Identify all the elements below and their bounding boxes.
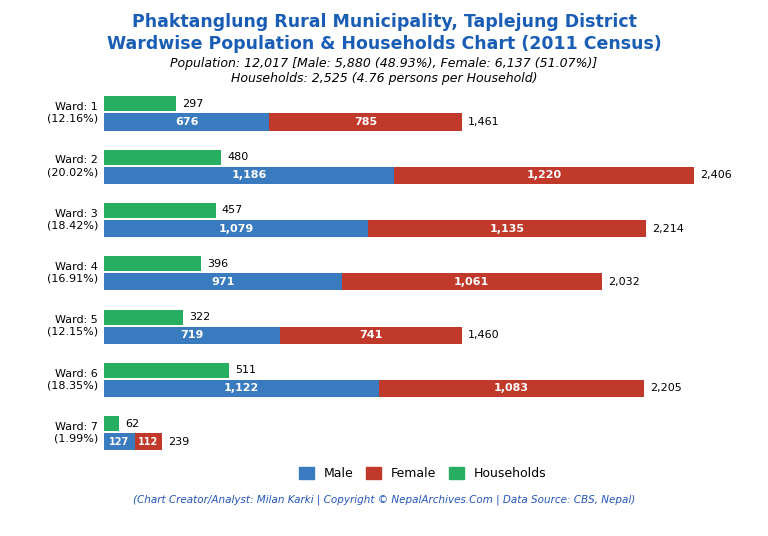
Text: 741: 741 bbox=[359, 330, 382, 340]
Text: 112: 112 bbox=[138, 437, 159, 447]
Bar bbox=[104, 380, 379, 397]
Text: 396: 396 bbox=[207, 259, 228, 269]
Text: 511: 511 bbox=[235, 366, 256, 375]
Bar bbox=[104, 114, 270, 131]
Text: 239: 239 bbox=[168, 437, 190, 447]
Text: 1,461: 1,461 bbox=[468, 117, 500, 127]
Bar bbox=[104, 363, 229, 378]
Text: Wardwise Population & Households Chart (2011 Census): Wardwise Population & Households Chart (… bbox=[107, 35, 661, 53]
Bar bbox=[104, 310, 183, 324]
Bar bbox=[104, 203, 216, 218]
Bar bbox=[342, 273, 602, 291]
Text: 2,032: 2,032 bbox=[608, 277, 640, 287]
Bar bbox=[379, 380, 644, 397]
Bar bbox=[135, 433, 162, 450]
Bar bbox=[104, 273, 342, 291]
Text: 62: 62 bbox=[125, 419, 139, 429]
Text: 785: 785 bbox=[354, 117, 377, 127]
Bar bbox=[104, 96, 177, 111]
Text: 2,205: 2,205 bbox=[650, 383, 682, 393]
Text: 457: 457 bbox=[222, 205, 243, 215]
Bar bbox=[104, 220, 368, 237]
Bar bbox=[104, 326, 280, 344]
Bar bbox=[395, 167, 694, 184]
Text: 971: 971 bbox=[211, 277, 234, 287]
Text: 1,220: 1,220 bbox=[526, 170, 561, 180]
Bar bbox=[104, 167, 395, 184]
Bar bbox=[368, 220, 647, 237]
Bar bbox=[280, 326, 462, 344]
Text: 2,214: 2,214 bbox=[653, 224, 684, 234]
Text: 297: 297 bbox=[183, 99, 204, 109]
Text: 1,460: 1,460 bbox=[468, 330, 499, 340]
Bar bbox=[104, 256, 200, 271]
Text: Phaktanglung Rural Municipality, Taplejung District: Phaktanglung Rural Municipality, Tapleju… bbox=[131, 13, 637, 32]
Text: 127: 127 bbox=[109, 437, 129, 447]
Text: 1,186: 1,186 bbox=[231, 170, 266, 180]
Text: 2,406: 2,406 bbox=[700, 170, 731, 180]
Text: Households: 2,525 (4.76 persons per Household): Households: 2,525 (4.76 persons per Hous… bbox=[230, 72, 538, 85]
Text: 676: 676 bbox=[175, 117, 198, 127]
Text: 322: 322 bbox=[189, 312, 210, 322]
Text: 719: 719 bbox=[180, 330, 204, 340]
Bar bbox=[270, 114, 462, 131]
Bar bbox=[104, 433, 135, 450]
Text: 1,135: 1,135 bbox=[490, 224, 525, 234]
Text: 480: 480 bbox=[227, 152, 249, 162]
Text: Population: 12,017 [Male: 5,880 (48.93%), Female: 6,137 (51.07%)]: Population: 12,017 [Male: 5,880 (48.93%)… bbox=[170, 57, 598, 70]
Legend: Male, Female, Households: Male, Female, Households bbox=[293, 463, 551, 485]
Bar bbox=[104, 416, 119, 431]
Text: 1,122: 1,122 bbox=[223, 383, 259, 393]
Bar bbox=[104, 150, 221, 165]
Text: 1,083: 1,083 bbox=[494, 383, 529, 393]
Text: 1,061: 1,061 bbox=[454, 277, 489, 287]
Text: (Chart Creator/Analyst: Milan Karki | Copyright © NepalArchives.Com | Data Sourc: (Chart Creator/Analyst: Milan Karki | Co… bbox=[133, 494, 635, 505]
Text: 1,079: 1,079 bbox=[218, 224, 253, 234]
